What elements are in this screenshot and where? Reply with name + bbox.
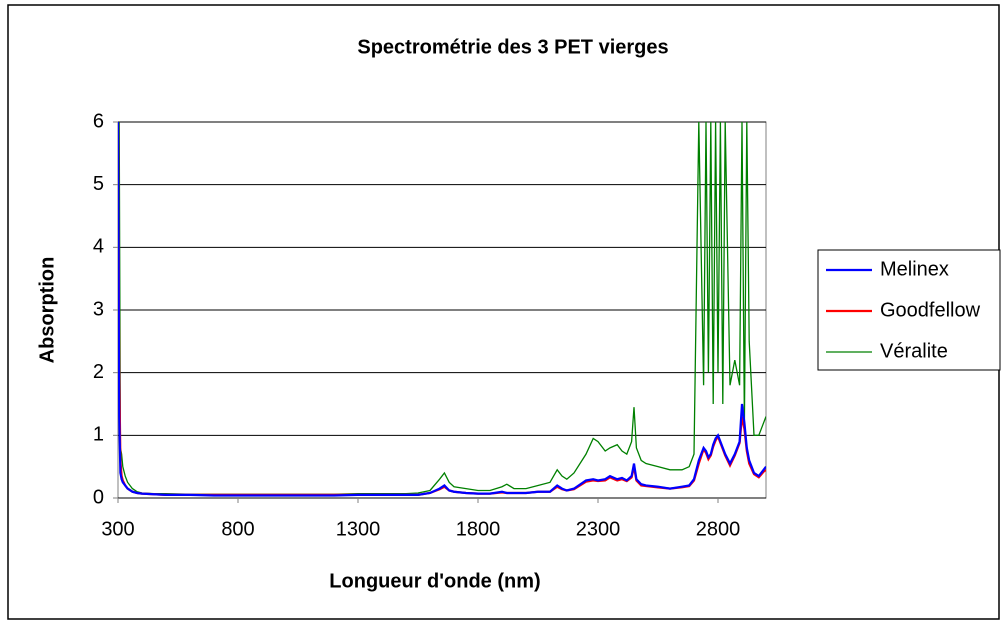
x-tick-label: 1300: [336, 518, 381, 540]
y-tick-label: 0: [93, 486, 104, 508]
y-tick-label: 1: [93, 424, 104, 446]
legend-label: Goodfellow: [880, 299, 981, 321]
y-tick-label: 6: [93, 110, 104, 132]
y-axis-label: Absorption: [36, 257, 58, 364]
x-tick-label: 2300: [576, 518, 621, 540]
y-tick-label: 5: [93, 173, 104, 195]
chart-title: Spectrométrie des 3 PET vierges: [357, 36, 668, 58]
x-tick-label: 800: [221, 518, 254, 540]
x-tick-label: 1800: [456, 518, 501, 540]
y-tick-label: 2: [93, 361, 104, 383]
legend-label: Melinex: [880, 258, 949, 280]
y-tick-label: 3: [93, 298, 104, 320]
legend-label: Véralite: [880, 340, 948, 362]
series-line: [118, 122, 766, 497]
x-tick-label: 2800: [696, 518, 741, 540]
y-tick-label: 4: [93, 236, 104, 258]
x-axis-label: Longueur d'onde (nm): [329, 570, 540, 592]
x-tick-label: 300: [101, 518, 134, 540]
